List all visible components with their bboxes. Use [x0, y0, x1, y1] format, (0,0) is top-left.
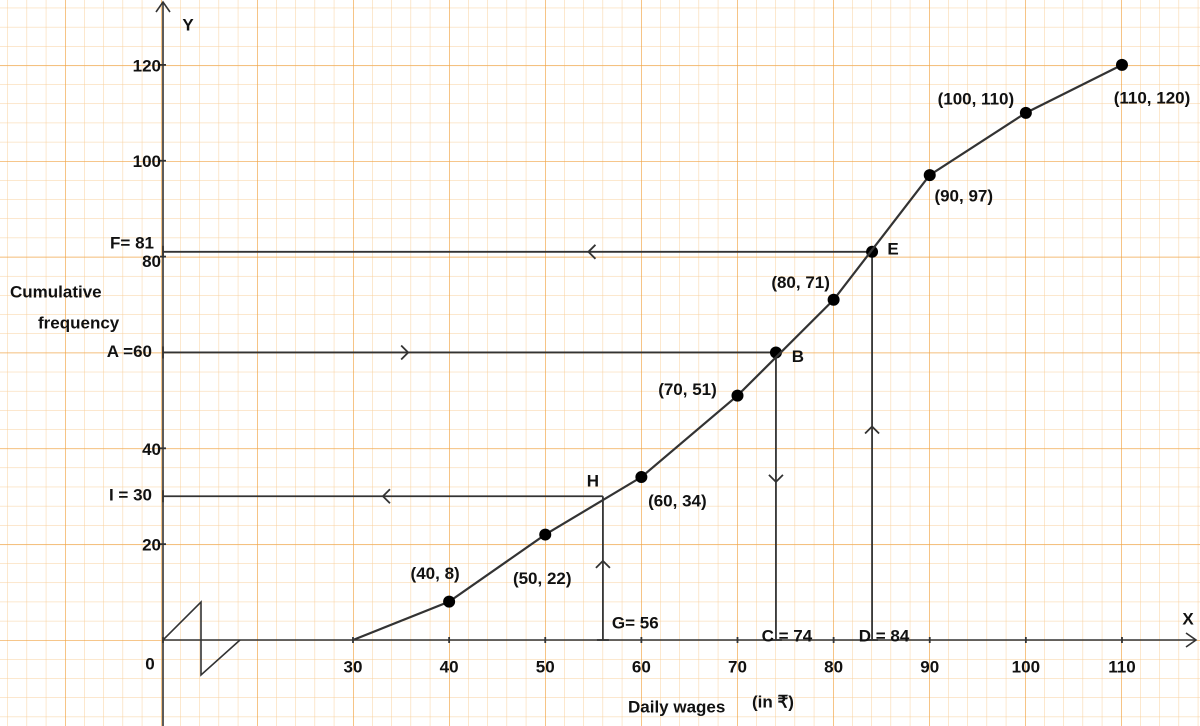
data-point: [827, 293, 840, 306]
data-label: (80, 71): [771, 273, 830, 292]
arrow-head: [400, 344, 410, 361]
y-tick-label: 40: [142, 440, 161, 459]
y-axis-label: Cumulative: [10, 282, 102, 301]
axis-break: [162, 600, 241, 677]
x-tick-label: 40: [440, 657, 459, 676]
data-point: [1019, 106, 1032, 119]
data-point: [635, 471, 648, 484]
arrow-head: [587, 244, 597, 260]
y-axis-arrow: [155, 0, 171, 13]
annotation-x-label: D = 84: [859, 626, 910, 645]
data-label: (90, 97): [934, 187, 993, 206]
y-axis-name: Y: [182, 15, 194, 34]
annotation-y-label: I = 30: [109, 486, 152, 505]
data-label: (60, 34): [648, 492, 707, 511]
x-tick-label: 30: [344, 657, 363, 676]
data-label: (110, 120): [1114, 88, 1191, 107]
data-label: (50, 22): [513, 569, 572, 588]
x-tick-label: 50: [536, 657, 555, 676]
x-tick-label: 60: [632, 657, 651, 676]
annotation-label: H: [587, 472, 599, 491]
x-axis-unit: (in ₹): [752, 692, 794, 711]
x-axis-name: X: [1182, 609, 1194, 628]
x-tick-label: 90: [920, 657, 939, 676]
data-point: [1115, 58, 1128, 71]
x-tick-label: 110: [1108, 657, 1135, 676]
x-tick-label: 0: [145, 654, 154, 673]
arrow-head: [595, 559, 611, 569]
annotation-x-label: G= 56: [612, 613, 659, 632]
axes: [155, 0, 1198, 726]
annotation-y-label: A =60: [107, 342, 152, 361]
x-tick-label: 80: [824, 657, 843, 676]
x-axis-arrow: [1185, 632, 1198, 648]
arrow-head: [768, 474, 784, 484]
data-label: (40, 8): [411, 564, 460, 583]
y-tick-label: 20: [142, 536, 161, 555]
annotation-y-label: F= 81: [110, 233, 154, 252]
arrow-head: [864, 425, 880, 435]
x-axis-label: Daily wages: [628, 697, 725, 716]
annotation-label: E: [887, 239, 898, 258]
data-point: [923, 169, 936, 182]
y-tick-label: 100: [133, 152, 161, 171]
annotation-x-label: C = 74: [762, 626, 813, 645]
data-point: [539, 528, 552, 541]
annotation-label: B: [792, 347, 804, 366]
data-label: (70, 51): [658, 380, 717, 399]
y-tick-label: 120: [133, 56, 161, 75]
data-point: [731, 389, 744, 402]
y-axis-label: frequency: [38, 313, 120, 332]
y-tick-label: 80: [142, 252, 161, 271]
data-label: (100, 110): [938, 89, 1015, 108]
data-point: [443, 595, 456, 608]
x-tick-label: 100: [1012, 657, 1040, 676]
x-tick-label: 70: [728, 657, 747, 676]
arrow-head: [381, 488, 391, 504]
